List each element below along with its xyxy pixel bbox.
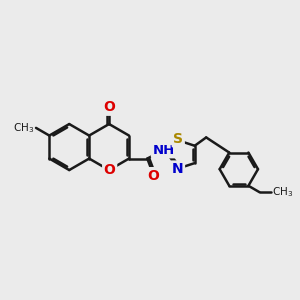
Text: NH: NH <box>152 144 175 157</box>
Text: N: N <box>172 162 184 176</box>
Text: S: S <box>173 132 183 146</box>
Text: CH$_3$: CH$_3$ <box>13 121 34 135</box>
Text: O: O <box>147 169 159 183</box>
Text: CH$_3$: CH$_3$ <box>272 185 293 199</box>
Text: O: O <box>103 100 115 114</box>
Text: O: O <box>104 163 116 177</box>
